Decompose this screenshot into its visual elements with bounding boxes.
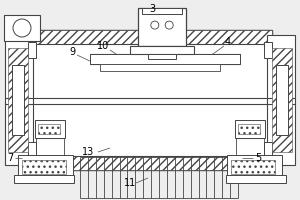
Bar xyxy=(28,30,272,170)
Circle shape xyxy=(151,21,159,29)
Circle shape xyxy=(165,21,173,29)
Bar xyxy=(235,120,265,138)
Bar xyxy=(28,42,36,58)
Bar xyxy=(267,35,295,165)
Bar xyxy=(272,48,292,152)
Text: 3: 3 xyxy=(149,4,155,14)
Text: 13: 13 xyxy=(82,147,94,157)
Bar xyxy=(4,15,40,41)
Bar xyxy=(55,44,245,156)
Bar xyxy=(138,8,186,46)
Bar xyxy=(5,35,33,165)
Bar xyxy=(12,65,24,135)
Bar xyxy=(148,54,176,59)
Bar xyxy=(28,156,272,170)
Bar xyxy=(22,160,66,174)
Bar xyxy=(18,155,73,177)
Bar xyxy=(226,175,286,183)
Bar xyxy=(38,124,60,134)
Bar xyxy=(28,30,272,44)
Bar xyxy=(231,160,275,174)
Bar xyxy=(264,42,272,58)
Text: 11: 11 xyxy=(124,178,136,188)
Bar xyxy=(142,8,182,14)
Bar xyxy=(35,120,65,138)
Text: 7: 7 xyxy=(7,153,13,163)
Bar xyxy=(8,48,28,152)
Bar xyxy=(276,65,288,135)
Bar xyxy=(28,142,36,158)
Bar xyxy=(227,155,282,177)
Bar xyxy=(14,175,74,183)
Bar xyxy=(238,124,260,134)
Text: 9: 9 xyxy=(69,47,75,57)
Bar xyxy=(90,54,240,64)
Bar xyxy=(130,46,194,54)
Text: 5: 5 xyxy=(255,153,261,163)
Text: 10: 10 xyxy=(97,41,109,51)
Text: 4: 4 xyxy=(225,37,231,47)
Bar xyxy=(100,64,220,71)
Bar xyxy=(264,142,272,158)
